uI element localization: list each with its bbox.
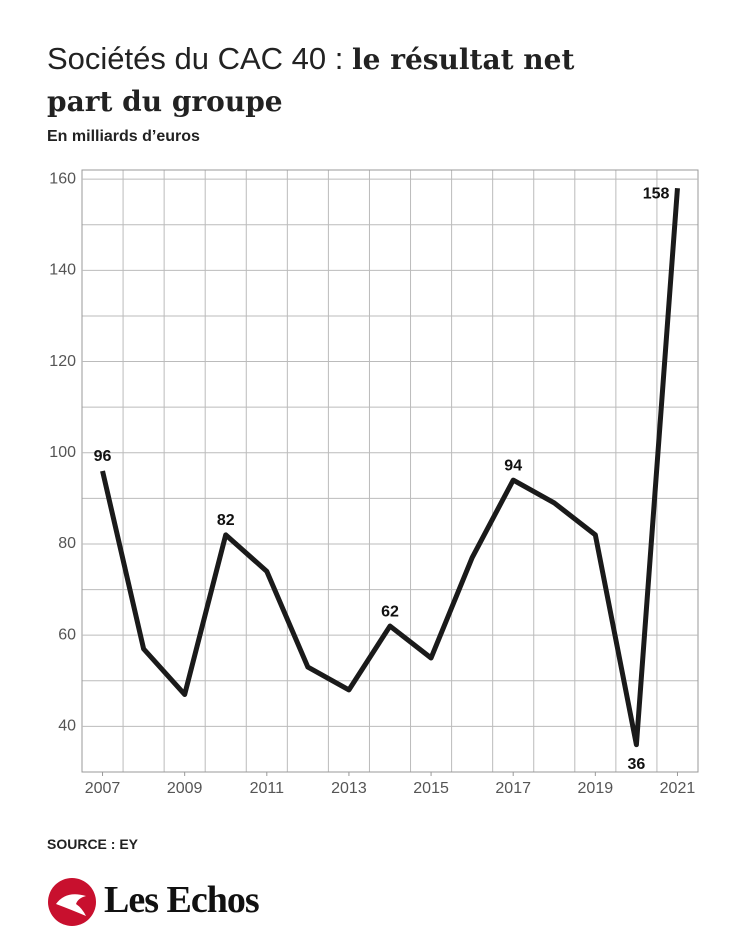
brand: Les Echos: [104, 879, 260, 921]
y-tick-label: 40: [58, 718, 76, 735]
x-tick-label: 2017: [495, 780, 531, 797]
y-tick-label: 160: [49, 170, 76, 187]
x-tick-label: 2015: [413, 780, 449, 797]
value-label: 82: [217, 512, 235, 529]
plot-frame: [81, 169, 699, 773]
x-tick-label: 2021: [660, 780, 696, 797]
y-tick-label: 100: [49, 444, 76, 461]
y-tick-label: 120: [49, 353, 76, 370]
chart-title: Sociétés du CAC 40 : le résultat net par…: [47, 38, 607, 122]
y-tick-label: 60: [58, 626, 76, 643]
x-tick-label: 2013: [331, 780, 367, 797]
data-line: [100, 188, 680, 748]
x-tick-label: 2009: [167, 780, 203, 797]
subtitle: En milliards d’euros: [47, 128, 200, 145]
value-label: 62: [381, 603, 399, 620]
value-label: 96: [94, 448, 112, 465]
value-label: 94: [504, 457, 522, 474]
source: SOURCE : EY: [47, 836, 139, 852]
x-tick-label: 2011: [250, 780, 285, 797]
value-label: 36: [628, 756, 646, 773]
title-bold: le résultat net part du groupe: [47, 43, 575, 118]
logo-bird: [56, 894, 86, 916]
value-label: 158: [643, 185, 670, 202]
title-regular: Sociétés du CAC 40 :: [47, 41, 344, 76]
y-tick-label: 140: [49, 262, 76, 279]
x-tick-label: 2019: [578, 780, 614, 797]
y-tick-label: 80: [58, 535, 76, 552]
x-tick-label: 2007: [85, 780, 121, 797]
